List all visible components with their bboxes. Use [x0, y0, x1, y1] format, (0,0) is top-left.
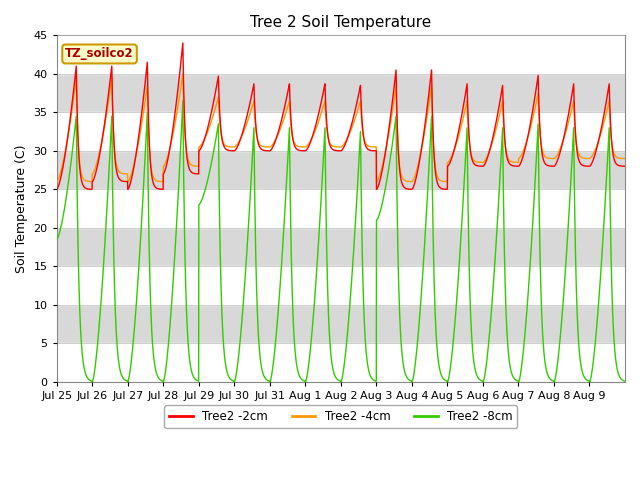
Tree2 -8cm — [414, 333, 422, 339]
Bar — [57, 343, 625, 382]
Tree2 -4cm — [615, 155, 623, 161]
Bar — [57, 189, 625, 228]
Tree2 -2cm — [53, 186, 61, 192]
Line: Tree2 -2cm: Tree2 -2cm — [57, 43, 625, 189]
Legend: Tree2 -2cm, Tree2 -4cm, Tree2 -8cm: Tree2 -2cm, Tree2 -4cm, Tree2 -8cm — [164, 406, 517, 428]
Tree2 -8cm — [464, 209, 472, 215]
Tree2 -2cm — [464, 110, 472, 116]
Bar — [57, 36, 625, 74]
Tree2 -2cm — [534, 80, 542, 86]
Tree2 -2cm — [179, 40, 187, 46]
Tree2 -4cm — [53, 179, 61, 184]
Tree2 -2cm — [169, 125, 177, 131]
Tree2 -8cm — [615, 372, 623, 378]
Tree2 -4cm — [464, 120, 472, 126]
Tree2 -8cm — [621, 378, 629, 384]
Tree2 -2cm — [621, 163, 629, 169]
Tree2 -4cm — [500, 132, 508, 138]
Bar — [57, 112, 625, 151]
Tree2 -4cm — [169, 131, 177, 136]
Tree2 -8cm — [500, 249, 508, 254]
Tree2 -8cm — [179, 98, 187, 104]
Tree2 -4cm — [179, 71, 187, 77]
Tree2 -8cm — [53, 237, 61, 242]
X-axis label: Time: Time — [326, 407, 356, 420]
Tree2 -8cm — [88, 379, 96, 385]
Line: Tree2 -8cm: Tree2 -8cm — [57, 101, 625, 382]
Y-axis label: Soil Temperature (C): Soil Temperature (C) — [15, 144, 28, 273]
Tree2 -8cm — [170, 277, 177, 283]
Tree2 -4cm — [621, 156, 629, 161]
Tree2 -2cm — [414, 167, 422, 173]
Tree2 -2cm — [500, 127, 508, 133]
Line: Tree2 -4cm: Tree2 -4cm — [57, 74, 625, 181]
Tree2 -8cm — [534, 153, 542, 159]
Title: Tree 2 Soil Temperature: Tree 2 Soil Temperature — [250, 15, 431, 30]
Tree2 -2cm — [615, 163, 623, 168]
Text: TZ_soilco2: TZ_soilco2 — [65, 48, 134, 60]
Tree2 -4cm — [414, 163, 422, 168]
Tree2 -4cm — [534, 96, 542, 102]
Bar — [57, 266, 625, 305]
